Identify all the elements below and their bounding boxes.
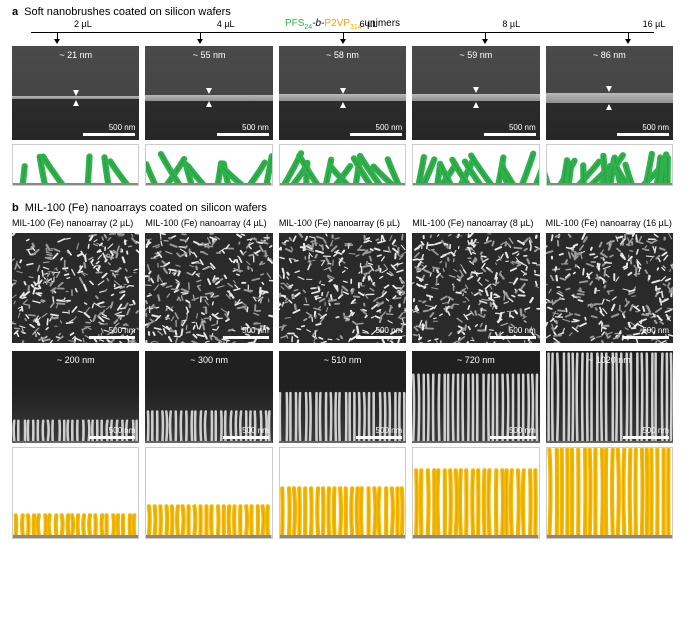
- section-b-header: b MIL-100 (Fe) nanoarrays coated on sili…: [0, 188, 685, 216]
- dosage-tick: [628, 32, 629, 40]
- mil-sideview-panel: ~ 1020 nm 500 nm: [546, 351, 673, 443]
- dosage-tick: [57, 32, 58, 40]
- thickness-label: ~ 59 nm: [460, 50, 493, 60]
- mil-panel-title: MIL-100 (Fe) nanoarray (6 µL): [279, 218, 406, 229]
- brush-cartoon-panel: [546, 144, 673, 186]
- mil-panel-title: MIL-100 (Fe) nanoarray (8 µL): [412, 218, 539, 229]
- mil-panel-title: MIL-100 (Fe) nanoarray (16 µL): [546, 218, 673, 229]
- thickness-label: ~ 510 nm: [324, 355, 362, 365]
- dosage-tick: [485, 32, 486, 40]
- brush-sem-panel: ~ 59 nm 500 nm: [412, 46, 539, 140]
- dosage-tick-label: 4 µL: [217, 19, 235, 29]
- scale-bar: 500 nm: [356, 426, 402, 439]
- mil-panel-title: MIL-100 (Fe) nanoarray (4 µL): [145, 218, 272, 229]
- mil-cartoon-panel: [279, 447, 406, 539]
- section-a-label: a: [12, 6, 18, 18]
- mil-topview-panel: 500 nm: [145, 233, 272, 343]
- brush-cartoon-panel: [12, 144, 139, 186]
- scale-bar: 500 nm: [617, 123, 669, 136]
- scale-bar: 500 nm: [89, 426, 135, 439]
- brush-cartoon-panel: [279, 144, 406, 186]
- mil-topview-panel: 500 nm: [279, 233, 406, 343]
- unimer-dosage-axis: PFS24-b-P2VP314 unimers 2 µL 4 µL 6 µL 8 µL…: [18, 20, 667, 44]
- thickness-label: ~ 200 nm: [57, 355, 95, 365]
- scale-bar: 500 nm: [623, 326, 669, 339]
- mil-cartoon-panel: [546, 447, 673, 539]
- section-a-header: a Soft nanobrushes coated on silicon waf…: [0, 0, 685, 20]
- thickness-label: ~ 55 nm: [193, 50, 226, 60]
- scale-bar: 500 nm: [490, 426, 536, 439]
- scale-bar: 500 nm: [223, 426, 269, 439]
- thickness-label: ~ 86 nm: [593, 50, 626, 60]
- mil-topview-panel: 500 nm: [412, 233, 539, 343]
- section-a-cartoon-row: [0, 142, 685, 188]
- mil-cartoon-panel: [412, 447, 539, 539]
- scale-bar: 500 nm: [484, 123, 536, 136]
- brush-cartoon-panel: [145, 144, 272, 186]
- section-b-topview-row: 500 nm 500 nm 500 nm 500 nm 500 nm: [0, 231, 685, 345]
- unimer-label: PFS24-b-P2VP314 unimers: [285, 18, 400, 31]
- dosage-tick-label: 6 µL: [360, 19, 378, 29]
- thickness-label: ~ 1020 nm: [588, 355, 631, 365]
- section-a-sem-row: ~ 21 nm500 nm~ 55 nm500 nm~ 58 nm500 nm~…: [0, 44, 685, 142]
- dosage-tick-label: 16 µL: [643, 19, 666, 29]
- dosage-tick-label: 8 µL: [502, 19, 520, 29]
- thickness-label: ~ 300 nm: [190, 355, 228, 365]
- thickness-label: ~ 21 nm: [59, 50, 92, 60]
- mil-sideview-panel: ~ 510 nm 500 nm: [279, 351, 406, 443]
- scale-bar: 500 nm: [356, 326, 402, 339]
- mil-sideview-panel: ~ 300 nm 500 nm: [145, 351, 272, 443]
- scale-bar: 500 nm: [223, 326, 269, 339]
- brush-sem-panel: ~ 21 nm 500 nm: [12, 46, 139, 140]
- mil-cartoon-panel: [12, 447, 139, 539]
- mil-topview-panel: 500 nm: [12, 233, 139, 343]
- thickness-label: ~ 720 nm: [457, 355, 495, 365]
- section-b-title: MIL-100 (Fe) nanoarrays coated on silico…: [25, 202, 267, 214]
- mil-sideview-panel: ~ 200 nm 500 nm: [12, 351, 139, 443]
- section-b-cartoon-row: [0, 445, 685, 541]
- mil-cartoon-panel: [145, 447, 272, 539]
- scale-bar: 500 nm: [350, 123, 402, 136]
- scale-bar: 500 nm: [623, 426, 669, 439]
- dosage-tick: [343, 32, 344, 40]
- mil-panel-title: MIL-100 (Fe) nanoarray (2 µL): [12, 218, 139, 229]
- section-a-title: Soft nanobrushes coated on silicon wafer…: [24, 6, 231, 18]
- dosage-tick-label: 2 µL: [74, 19, 92, 29]
- scale-bar: 500 nm: [490, 326, 536, 339]
- mil-sideview-panel: ~ 720 nm 500 nm: [412, 351, 539, 443]
- section-b-label: b: [12, 202, 19, 214]
- scale-bar: 500 nm: [89, 326, 135, 339]
- scale-bar: 500 nm: [83, 123, 135, 136]
- section-b-titles-row: MIL-100 (Fe) nanoarray (2 µL) MIL-100 (Fe…: [0, 216, 685, 231]
- thickness-label: ~ 58 nm: [326, 50, 359, 60]
- dosage-tick: [200, 32, 201, 40]
- brush-sem-panel: ~ 55 nm 500 nm: [145, 46, 272, 140]
- brush-cartoon-panel: [412, 144, 539, 186]
- section-b-sideview-row: ~ 200 nm 500 nm ~ 300 nm 500 nm ~ 510 nm 500 …: [0, 349, 685, 445]
- mil-topview-panel: 500 nm: [546, 233, 673, 343]
- brush-sem-panel: ~ 86 nm 500 nm: [546, 46, 673, 140]
- scale-bar: 500 nm: [217, 123, 269, 136]
- brush-sem-panel: ~ 58 nm 500 nm: [279, 46, 406, 140]
